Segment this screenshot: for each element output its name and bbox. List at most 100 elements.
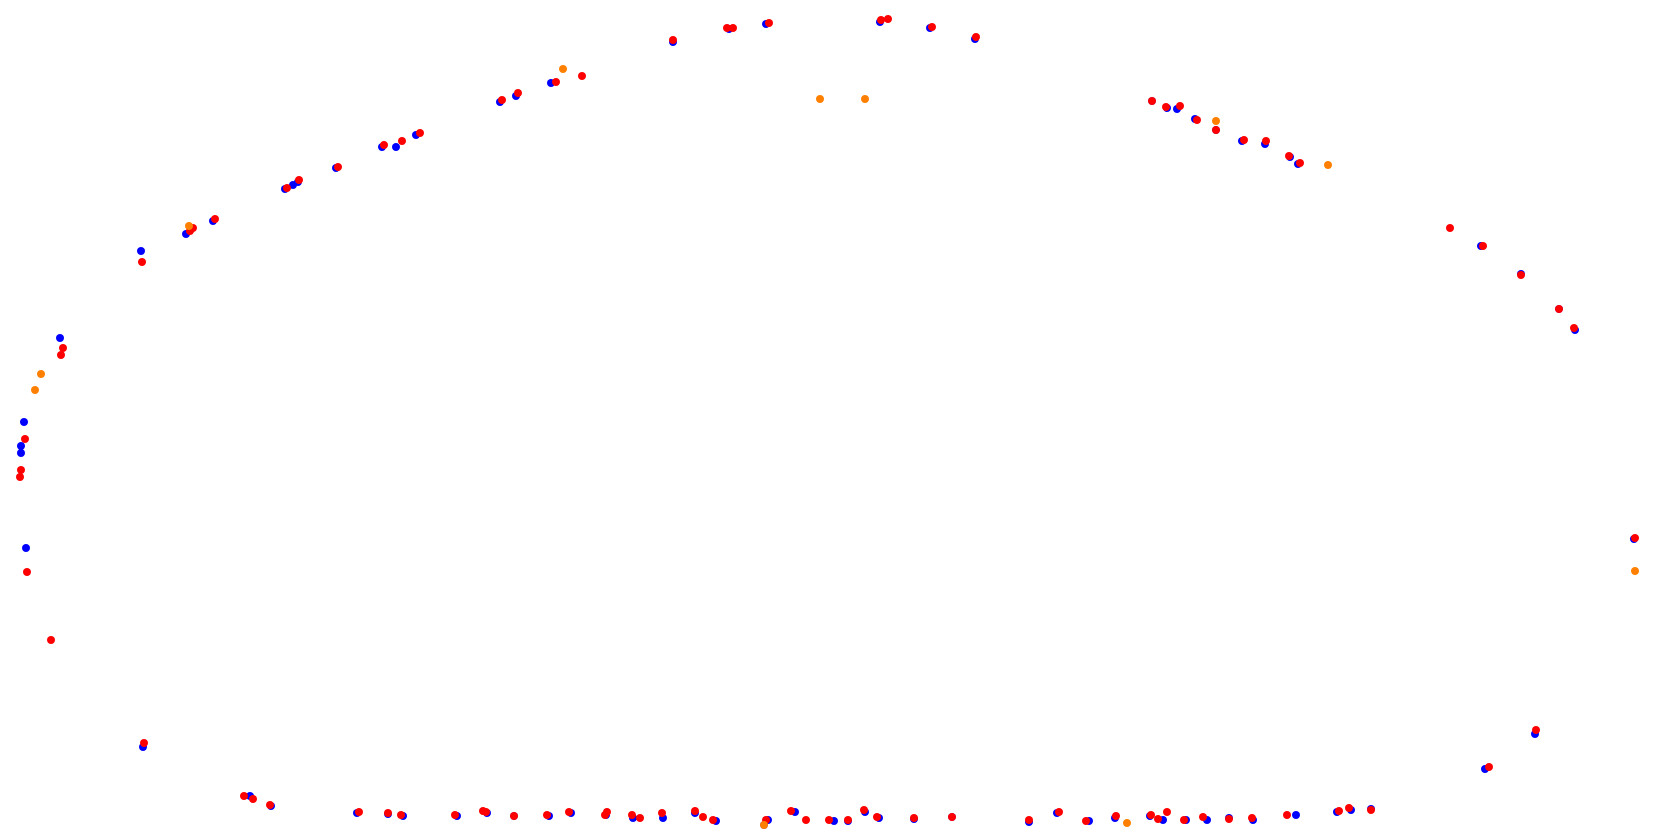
data-point-1-11 bbox=[211, 215, 219, 223]
data-point-2-5 bbox=[861, 95, 869, 103]
data-point-1-28 bbox=[928, 23, 936, 31]
data-point-1-76 bbox=[1025, 816, 1033, 824]
data-point-1-86 bbox=[1248, 814, 1256, 822]
data-point-1-78 bbox=[1082, 817, 1090, 825]
data-point-1-40 bbox=[1479, 242, 1487, 250]
data-point-1-68 bbox=[787, 807, 795, 815]
data-point-1-38 bbox=[1296, 159, 1304, 167]
data-point-1-74 bbox=[910, 814, 918, 822]
data-point-1-43 bbox=[1570, 324, 1578, 332]
data-point-1-41 bbox=[1517, 271, 1525, 279]
data-point-1-39 bbox=[1446, 224, 1454, 232]
data-point-1-51 bbox=[384, 809, 392, 817]
data-point-0-14 bbox=[392, 143, 400, 151]
data-point-1-55 bbox=[482, 808, 490, 816]
data-point-1-56 bbox=[510, 812, 518, 820]
data-point-0-0 bbox=[17, 449, 25, 457]
data-point-1-44 bbox=[1485, 763, 1493, 771]
data-point-0-5 bbox=[137, 247, 145, 255]
data-point-1-27 bbox=[884, 15, 892, 23]
data-point-1-88 bbox=[1335, 807, 1343, 815]
data-point-2-3 bbox=[559, 65, 567, 73]
data-point-1-26 bbox=[877, 16, 885, 24]
data-point-1-77 bbox=[1055, 808, 1063, 816]
data-point-1-58 bbox=[565, 808, 573, 816]
data-point-1-87 bbox=[1283, 811, 1291, 819]
data-point-1-89 bbox=[1345, 804, 1353, 812]
data-point-1-0 bbox=[16, 473, 24, 481]
data-point-1-23 bbox=[723, 24, 731, 32]
data-point-1-22 bbox=[669, 36, 677, 44]
data-point-2-10 bbox=[1123, 819, 1131, 827]
data-point-2-7 bbox=[1324, 161, 1332, 169]
data-point-1-79 bbox=[1112, 812, 1120, 820]
data-point-1-82 bbox=[1163, 808, 1171, 816]
data-point-0-75 bbox=[1292, 811, 1300, 819]
data-point-1-62 bbox=[636, 814, 644, 822]
data-point-1-20 bbox=[552, 78, 560, 86]
data-point-1-36 bbox=[1262, 137, 1270, 145]
data-point-1-42 bbox=[1555, 305, 1563, 313]
data-point-1-85 bbox=[1225, 815, 1233, 823]
data-point-2-2 bbox=[185, 222, 193, 230]
data-point-1-1 bbox=[17, 466, 25, 474]
data-point-2-8 bbox=[1631, 567, 1639, 575]
data-point-1-72 bbox=[860, 806, 868, 814]
data-point-0-1 bbox=[17, 442, 25, 450]
data-point-1-6 bbox=[59, 344, 67, 352]
data-point-2-4 bbox=[816, 95, 824, 103]
data-point-1-53 bbox=[451, 811, 459, 819]
data-point-1-16 bbox=[398, 137, 406, 145]
data-point-1-32 bbox=[1176, 102, 1184, 110]
data-point-1-29 bbox=[972, 33, 980, 41]
data-point-1-2 bbox=[21, 435, 29, 443]
series-0 bbox=[17, 18, 1638, 829]
data-point-1-64 bbox=[691, 807, 699, 815]
data-point-1-69 bbox=[802, 816, 810, 824]
series-2 bbox=[31, 65, 1639, 829]
data-point-1-80 bbox=[1147, 811, 1155, 819]
data-point-1-45 bbox=[1532, 726, 1540, 734]
data-point-1-81 bbox=[1154, 815, 1162, 823]
data-point-2-1 bbox=[37, 370, 45, 378]
data-point-1-17 bbox=[416, 129, 424, 137]
data-point-1-60 bbox=[603, 808, 611, 816]
data-point-1-49 bbox=[266, 801, 274, 809]
data-point-2-9 bbox=[760, 821, 768, 829]
data-point-1-3 bbox=[23, 568, 31, 576]
data-point-1-37 bbox=[1285, 152, 1293, 160]
series-1 bbox=[16, 15, 1639, 825]
data-point-1-73 bbox=[873, 813, 881, 821]
data-point-1-50 bbox=[355, 808, 363, 816]
data-point-1-70 bbox=[825, 816, 833, 824]
data-point-1-7 bbox=[138, 258, 146, 266]
data-point-0-2 bbox=[20, 418, 28, 426]
data-point-1-84 bbox=[1199, 813, 1207, 821]
data-point-1-52 bbox=[397, 811, 405, 819]
data-point-1-46 bbox=[1631, 534, 1639, 542]
data-point-1-19 bbox=[514, 89, 522, 97]
data-point-1-8 bbox=[140, 739, 148, 747]
data-point-1-47 bbox=[240, 792, 248, 800]
data-point-1-71 bbox=[844, 816, 852, 824]
data-point-1-13 bbox=[295, 176, 303, 184]
data-point-1-24 bbox=[729, 24, 737, 32]
data-point-1-14 bbox=[334, 163, 342, 171]
data-point-1-30 bbox=[1148, 97, 1156, 105]
data-point-1-31 bbox=[1162, 103, 1170, 111]
data-point-1-34 bbox=[1212, 126, 1220, 134]
data-point-1-5 bbox=[57, 351, 65, 359]
data-point-1-83 bbox=[1180, 816, 1188, 824]
data-point-1-90 bbox=[1367, 806, 1375, 814]
data-point-1-35 bbox=[1240, 136, 1248, 144]
data-point-1-33 bbox=[1193, 116, 1201, 124]
data-point-1-48 bbox=[249, 795, 257, 803]
data-point-1-63 bbox=[658, 809, 666, 817]
data-point-1-15 bbox=[380, 141, 388, 149]
data-point-1-61 bbox=[628, 811, 636, 819]
data-point-1-25 bbox=[765, 19, 773, 27]
data-point-1-75 bbox=[948, 813, 956, 821]
data-point-0-3 bbox=[22, 544, 30, 552]
data-point-0-4 bbox=[56, 334, 64, 342]
